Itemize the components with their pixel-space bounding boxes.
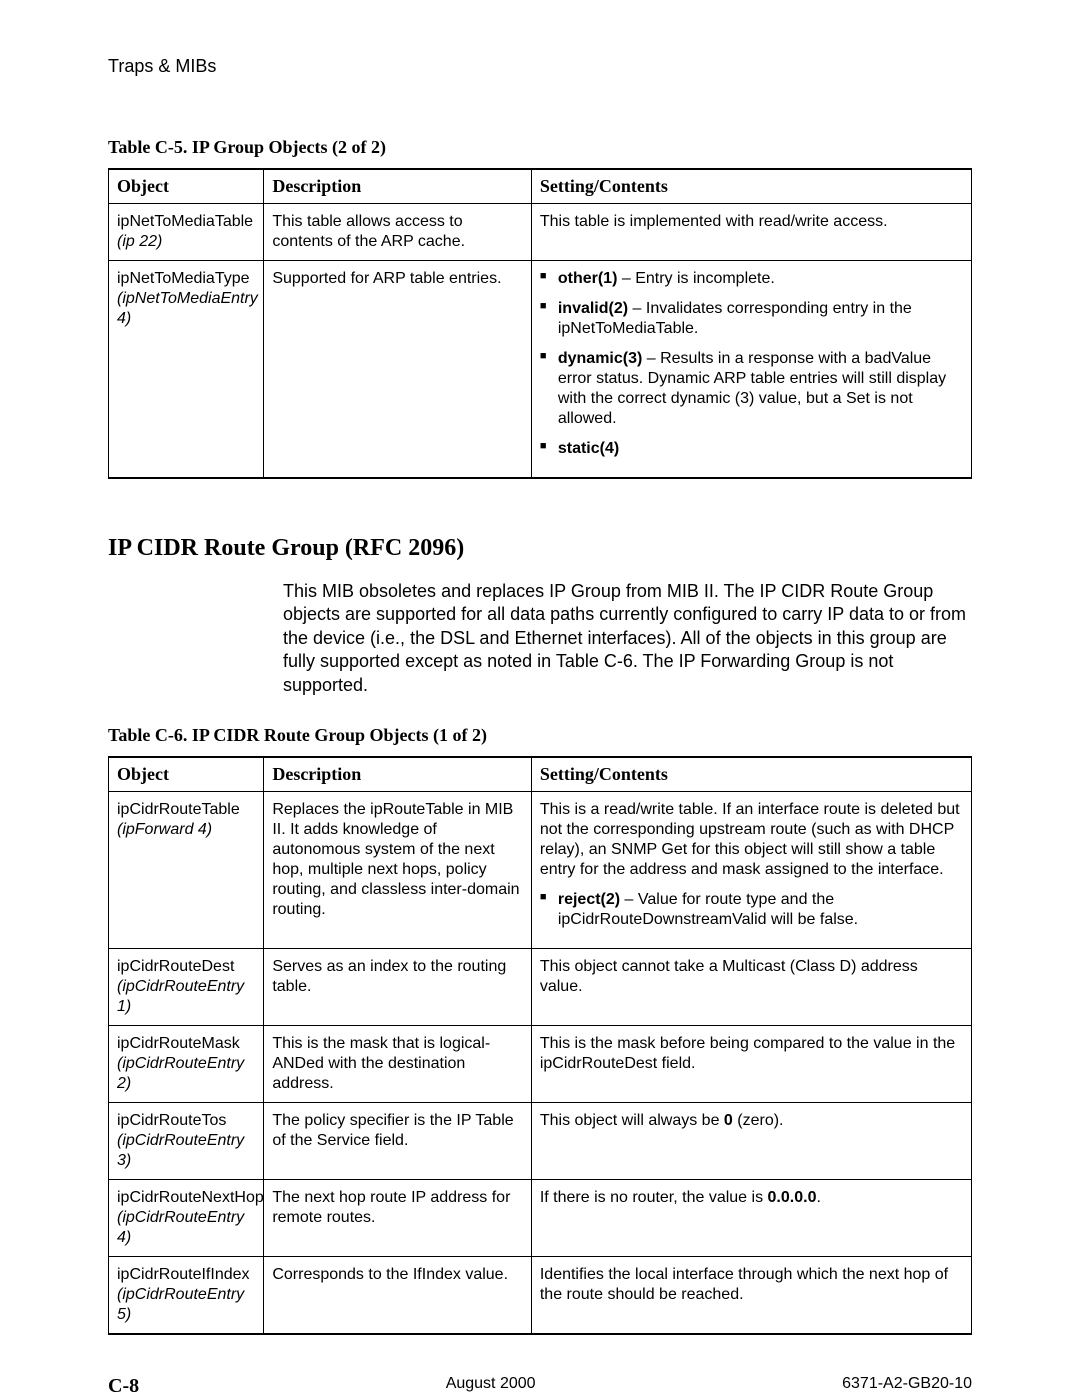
obj-name: ipCidrRouteMask [117,1035,240,1052]
desc-cell: The next hop route IP address for remote… [264,1179,532,1256]
object-cell: ipCidrRouteNextHop (ipCidrRouteEntry 4) [109,1179,264,1256]
bullet-bold: static(4) [558,440,619,457]
setting-bold: 0 [724,1112,733,1129]
table2: Object Description Setting/Contents ipCi… [108,756,972,1335]
list-item: other(1) – Entry is incomplete. [540,269,963,289]
setting-cell: This is a read/write table. If an interf… [531,791,971,948]
setting-cell: This object cannot take a Multicast (Cla… [531,948,971,1025]
table2-h0: Object [109,757,264,792]
setting-post: . [816,1189,820,1206]
desc-cell: The policy specifier is the IP Table of … [264,1102,532,1179]
desc-cell: This table allows access to contents of … [264,204,532,261]
desc-cell: Supported for ARP table entries. [264,261,532,479]
setting-cell: This table is implemented with read/writ… [531,204,971,261]
obj-sub: (ipCidrRouteEntry 1) [117,978,244,1015]
table1-caption: Table C-5. IP Group Objects (2 of 2) [108,137,972,158]
table-row: ipCidrRouteMask (ipCidrRouteEntry 2) Thi… [109,1025,972,1102]
setting-cell: If there is no router, the value is 0.0.… [531,1179,971,1256]
bullet-bold: other(1) [558,270,618,287]
list-item: invalid(2) – Invalidates corresponding e… [540,299,963,339]
table-row: ipNetToMediaType (ipNetToMediaEntry 4) S… [109,261,972,479]
object-cell: ipCidrRouteIfIndex (ipCidrRouteEntry 5) [109,1256,264,1334]
setting-cell: This is the mask before being compared t… [531,1025,971,1102]
setting-bold: 0.0.0.0 [768,1189,817,1206]
table-row: ipCidrRouteDest (ipCidrRouteEntry 1) Ser… [109,948,972,1025]
bullet-bold: invalid(2) [558,300,628,317]
list-item: static(4) [540,439,963,459]
object-cell: ipCidrRouteTable (ipForward 4) [109,791,264,948]
obj-name: ipNetToMediaTable [117,213,253,230]
bullet-bold: reject(2) [558,891,620,908]
page-header: Traps & MIBs [108,56,972,77]
setting-post: (zero). [733,1112,784,1129]
table1-header-row: Object Description Setting/Contents [109,169,972,204]
table1-h2: Setting/Contents [531,169,971,204]
table1: Object Description Setting/Contents ipNe… [108,168,972,479]
obj-sub: (ip 22) [117,233,162,250]
table1-h1: Description [264,169,532,204]
obj-name: ipNetToMediaType [117,270,250,287]
obj-name: ipCidrRouteIfIndex [117,1266,250,1283]
obj-name: ipCidrRouteTos [117,1112,226,1129]
bullet-rest: – Entry is incomplete. [617,270,774,287]
setting-pre: If there is no router, the value is [540,1189,768,1206]
setting-cell: This object will always be 0 (zero). [531,1102,971,1179]
desc-cell: Corresponds to the IfIndex value. [264,1256,532,1334]
object-cell: ipNetToMediaType (ipNetToMediaEntry 4) [109,261,264,479]
desc-cell: Serves as an index to the routing table. [264,948,532,1025]
setting-pre: This object will always be [540,1112,724,1129]
setting-text: This is a read/write table. If an interf… [540,800,963,880]
obj-sub: (ipCidrRouteEntry 2) [117,1055,244,1092]
page-number: C-8 [108,1375,139,1398]
obj-sub: (ipCidrRouteEntry 3) [117,1132,244,1169]
obj-sub: (ipCidrRouteEntry 5) [117,1286,244,1323]
section-body: This MIB obsoletes and replaces IP Group… [283,580,972,697]
table1-h0: Object [109,169,264,204]
table-row: ipCidrRouteTos (ipCidrRouteEntry 3) The … [109,1102,972,1179]
table-row: ipCidrRouteNextHop (ipCidrRouteEntry 4) … [109,1179,972,1256]
object-cell: ipCidrRouteDest (ipCidrRouteEntry 1) [109,948,264,1025]
table2-caption: Table C-6. IP CIDR Route Group Objects (… [108,725,972,746]
obj-sub: (ipForward 4) [117,821,212,838]
obj-name: ipCidrRouteDest [117,958,234,975]
table2-h1: Description [264,757,532,792]
footer-date: August 2000 [446,1375,536,1398]
table-row: ipCidrRouteTable (ipForward 4) Replaces … [109,791,972,948]
obj-name: ipCidrRouteTable [117,801,240,818]
page-footer: C-8 August 2000 6371-A2-GB20-10 [108,1335,972,1398]
settings-list: reject(2) – Value for route type and the… [540,890,963,930]
table2-header-row: Object Description Setting/Contents [109,757,972,792]
object-cell: ipCidrRouteTos (ipCidrRouteEntry 3) [109,1102,264,1179]
obj-name: ipCidrRouteNextHop [117,1189,264,1206]
object-cell: ipNetToMediaTable (ip 22) [109,204,264,261]
section-heading: IP CIDR Route Group (RFC 2096) [108,535,972,562]
object-cell: ipCidrRouteMask (ipCidrRouteEntry 2) [109,1025,264,1102]
table-row: ipNetToMediaTable (ip 22) This table all… [109,204,972,261]
setting-cell: Identifies the local interface through w… [531,1256,971,1334]
desc-cell: This is the mask that is logical-ANDed w… [264,1025,532,1102]
desc-cell: Replaces the ipRouteTable in MIB II. It … [264,791,532,948]
obj-sub: (ipNetToMediaEntry 4) [117,290,258,327]
obj-sub: (ipCidrRouteEntry 4) [117,1209,244,1246]
settings-list: other(1) – Entry is incomplete. invalid(… [540,269,963,459]
list-item: dynamic(3) – Results in a response with … [540,349,963,429]
table2-h2: Setting/Contents [531,757,971,792]
list-item: reject(2) – Value for route type and the… [540,890,963,930]
table-row: ipCidrRouteIfIndex (ipCidrRouteEntry 5) … [109,1256,972,1334]
footer-docid: 6371-A2-GB20-10 [842,1375,972,1398]
setting-cell: other(1) – Entry is incomplete. invalid(… [531,261,971,479]
bullet-bold: dynamic(3) [558,350,642,367]
